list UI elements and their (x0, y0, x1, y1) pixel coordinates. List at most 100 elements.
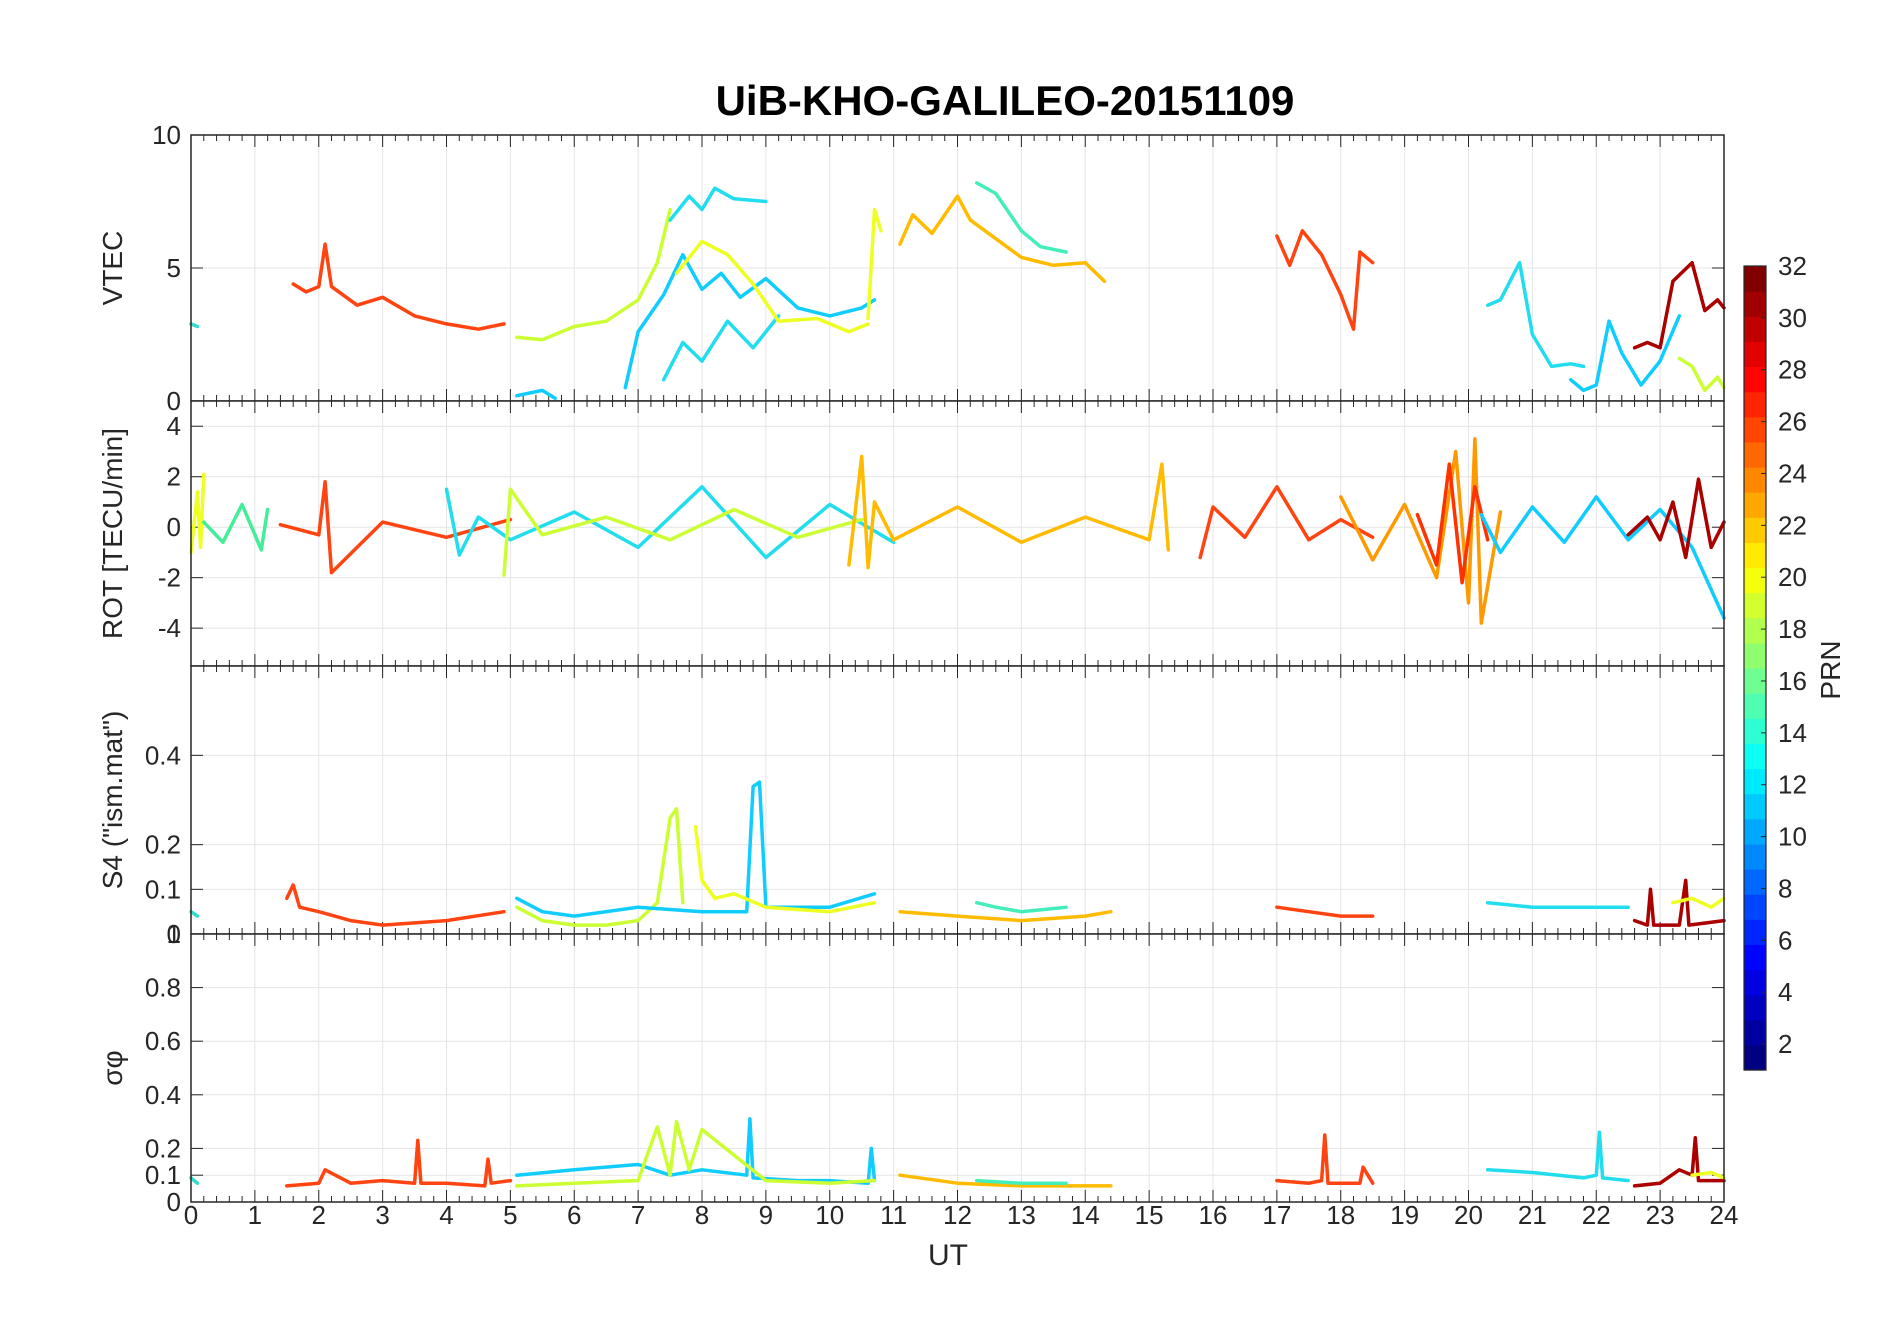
colorbar-frame (1743, 265, 1767, 1071)
chart-title: UiB-KHO-GALILEO-20151109 (716, 77, 1295, 124)
axes-frame (190, 933, 1725, 1203)
colorbar-segment (1744, 693, 1766, 719)
x-tick-label: 13 (1007, 1200, 1036, 1230)
colorbar-tick-label: 16 (1778, 666, 1807, 696)
y-tick-label: 10 (152, 120, 181, 150)
x-tick-label: 22 (1582, 1200, 1611, 1230)
series-line-prn-19 (515, 807, 685, 927)
series-line-prn-15 (974, 1178, 1068, 1185)
series-group (189, 780, 1726, 927)
y-tick-label: 0.1 (145, 1160, 181, 1190)
series-line-prn-11 (515, 1117, 877, 1185)
colorbar-tick-label: 8 (1778, 873, 1792, 903)
colorbar-segment (1744, 441, 1766, 468)
y-tick-label: 1 (167, 919, 181, 949)
colorbar-segment (1744, 894, 1766, 920)
colorbar-segment (1744, 542, 1766, 569)
series-line-prn-12 (668, 186, 768, 222)
series-line-prn-25 (1275, 905, 1375, 918)
series-group (189, 437, 1726, 625)
colorbar-segment (1744, 793, 1766, 820)
x-tick-label: 14 (1071, 1200, 1100, 1230)
y-tick-label: 2 (167, 462, 181, 492)
colorbar-segment (1744, 366, 1766, 393)
colorbar-segment (1744, 768, 1766, 795)
x-tick-label: 15 (1135, 1200, 1164, 1230)
x-tick-label: 4 (439, 1200, 453, 1230)
series-line-prn-22 (847, 454, 1171, 570)
x-tick-label: 23 (1646, 1200, 1675, 1230)
series-line-prn-20 (674, 239, 870, 334)
colorbar-segment (1744, 743, 1766, 770)
grid (191, 401, 1724, 666)
series-line-prn-12 (1485, 1130, 1630, 1183)
x-tick-label: 8 (695, 1200, 709, 1230)
colorbar-segment (1744, 517, 1766, 543)
panel-rot: -4 -2 0 2 4 ROT [TECU/min] (97, 400, 1726, 667)
y-tick-label: 4 (167, 411, 181, 441)
colorbar-segment (1744, 617, 1766, 644)
series-line-prn-22 (898, 909, 1113, 923)
y-tick-label: 0 (167, 919, 181, 949)
colorbar-tick-label: 10 (1778, 822, 1807, 852)
colorbar-segment (1744, 944, 1766, 971)
y-tick-label: 0.4 (145, 740, 181, 770)
colorbar-tick-label: 4 (1778, 977, 1792, 1007)
colorbar-tick-label: 2 (1778, 1029, 1792, 1059)
series-line-prn-19 (1677, 356, 1726, 393)
y-tick-label: -4 (158, 613, 181, 643)
colorbar-tick-label: 20 (1778, 562, 1807, 592)
colorbar-tick-label: 6 (1778, 925, 1792, 955)
y-tick-label: 0 (167, 386, 181, 416)
y-axis-label: VTEC (97, 231, 128, 306)
series-line-prn-12 (661, 314, 781, 382)
series-line-prn-19 (515, 1119, 877, 1188)
y-tick-label: 0.8 (145, 973, 181, 1003)
x-tick-label: 12 (943, 1200, 972, 1230)
series-line-prn-12 (1485, 900, 1630, 909)
x-axis-label: UT (928, 1239, 968, 1272)
series-line-prn-25 (1275, 1133, 1375, 1185)
colorbar-tick-label: 24 (1778, 458, 1807, 488)
colorbar-segment (1744, 291, 1766, 317)
y-tick-label: 0.1 (145, 874, 181, 904)
colorbar-segment (1744, 718, 1766, 744)
series-line-prn-15 (974, 900, 1068, 914)
series-line-prn-19 (515, 207, 672, 342)
series-line-prn-23 (1339, 437, 1503, 625)
y-axis-label: ROT [TECU/min] (97, 428, 128, 639)
minor-ticks (190, 135, 1725, 401)
x-tick-label: 3 (375, 1200, 389, 1230)
series-line-prn-25 (1275, 229, 1375, 331)
series-line-prn-25 (285, 883, 506, 927)
colorbar-segment (1744, 668, 1766, 694)
x-tick-label: 9 (759, 1200, 773, 1230)
colorbar-segment (1744, 969, 1766, 996)
colorbar-segment (1744, 416, 1766, 443)
series-line-prn-20 (1671, 896, 1726, 909)
series-line-prn-11 (515, 388, 557, 401)
colorbar-tick-label: 22 (1778, 510, 1807, 540)
series-line-prn-20 (866, 207, 883, 321)
colorbar-segment (1744, 341, 1766, 368)
series-line-prn-15 (974, 181, 1068, 254)
minor-ticks (190, 934, 1725, 1202)
y-tick-label: -2 (158, 563, 181, 593)
x-tick-label: 10 (815, 1200, 844, 1230)
series-line-prn-32 (1632, 260, 1726, 350)
colorbar-label: PRN (1815, 640, 1846, 699)
series-line-prn-13 (189, 909, 200, 918)
y-tick-label: 0 (167, 1187, 181, 1217)
series-line-prn-12 (444, 485, 896, 560)
y-tick-label: 0.2 (145, 830, 181, 860)
x-tick-label: 20 (1454, 1200, 1483, 1230)
x-tick-label: 6 (567, 1200, 581, 1230)
colorbar-segment (1744, 266, 1766, 292)
colorbar-tick-label: 12 (1778, 770, 1807, 800)
series-line-prn-26 (1415, 462, 1490, 585)
series-line-prn-11 (623, 252, 877, 390)
colorbar-segment (1744, 1019, 1766, 1046)
colorbar-segment (1744, 642, 1766, 669)
